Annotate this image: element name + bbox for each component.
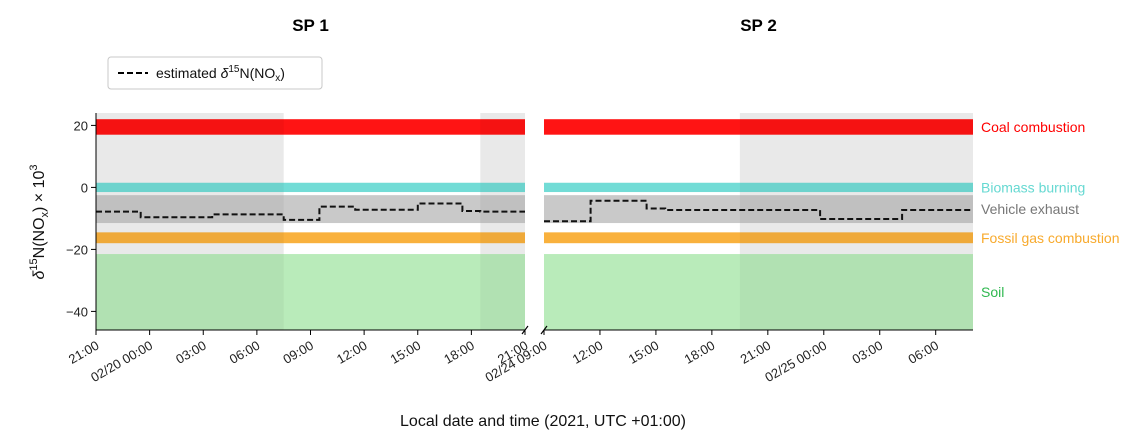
source-band-fossil-gas-combustion: [96, 232, 525, 244]
source-band-vehicle-exhaust: [96, 195, 525, 224]
x-tick-label: 03:00: [850, 338, 886, 367]
source-band-coal-combustion: [96, 119, 525, 135]
estimated-d15n-line: [96, 202, 525, 221]
x-tick-label: 09:00: [280, 338, 316, 367]
night-shading: [96, 113, 284, 330]
panel-title: SP 2: [740, 16, 777, 35]
y-tick-label: 20: [74, 118, 88, 133]
night-shading: [740, 113, 973, 330]
x-tick-label: 12:00: [334, 338, 370, 367]
x-tick-label: 02/20 00:00: [88, 338, 155, 385]
x-tick-label: 06:00: [906, 338, 942, 367]
legend-box: [107, 56, 323, 90]
x-tick-label: 18:00: [682, 338, 718, 367]
x-tick-label: 15:00: [388, 338, 424, 367]
x-tick-label: 03:00: [173, 338, 209, 367]
source-band-fossil-gas-combustion: [544, 232, 973, 244]
source-band-coal-combustion: [544, 119, 973, 135]
legend-label: estimated δ15N(NOx): [156, 64, 285, 84]
x-tick-label: 15:00: [626, 338, 662, 367]
x-tick-label: 02/25 00:00: [762, 338, 829, 385]
source-band-biomass-burning: [544, 182, 973, 193]
source-band-soil: [96, 254, 525, 330]
source-label: Coal combustion: [981, 119, 1085, 135]
y-tick-label: 0: [81, 180, 88, 195]
source-band-biomass-burning: [96, 182, 525, 193]
x-tick-label: 21:00: [738, 338, 774, 367]
legend: estimated δ15N(NOx): [107, 56, 323, 90]
x-axis-label: Local date and time (2021, UTC +01:00): [400, 413, 686, 430]
source-label: Biomass burning: [981, 179, 1085, 195]
y-axis-label: δ15N(NOx) × 103: [28, 164, 51, 279]
x-tick-label: 21:00: [66, 338, 102, 367]
y-tick-label: −20: [66, 242, 88, 257]
source-label: Vehicle exhaust: [981, 201, 1079, 217]
panel-title: SP 1: [292, 16, 329, 35]
x-tick-label: 06:00: [227, 338, 263, 367]
source-labels: Coal combustion Biomass burning Vehicle ex…: [981, 119, 1120, 300]
source-label: Fossil gas combustion: [981, 230, 1120, 246]
source-band-soil: [544, 254, 973, 330]
estimated-d15n-line: [544, 199, 973, 223]
x-tick-label: 12:00: [570, 338, 606, 367]
x-tick-label: 18:00: [441, 338, 477, 367]
y-tick-label: −40: [66, 304, 88, 319]
source-label: Soil: [981, 284, 1004, 300]
night-shading: [480, 113, 525, 330]
